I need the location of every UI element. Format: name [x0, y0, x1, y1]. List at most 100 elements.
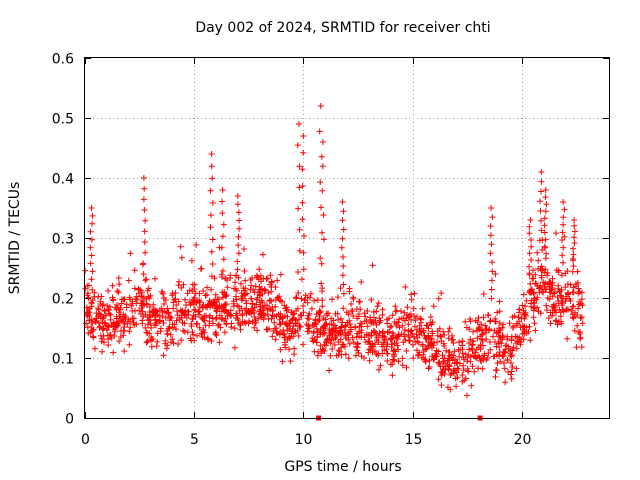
data-point	[526, 263, 533, 270]
data-point	[248, 282, 255, 289]
data-point	[426, 364, 433, 370]
data-point	[145, 321, 151, 328]
data-point	[236, 225, 243, 232]
data-point	[280, 327, 287, 334]
data-point	[575, 305, 581, 312]
data-point	[93, 310, 100, 317]
data-point	[300, 309, 307, 316]
data-point	[487, 232, 494, 239]
data-point	[320, 212, 327, 218]
data-point	[277, 310, 284, 317]
data-point	[423, 336, 430, 342]
data-point	[574, 322, 581, 329]
data-point	[209, 236, 216, 243]
data-point	[132, 295, 139, 302]
data-point	[208, 273, 215, 280]
data-point	[178, 337, 185, 344]
data-point	[209, 175, 216, 182]
data-point	[577, 315, 584, 321]
data-point	[448, 337, 455, 343]
data-point	[99, 348, 106, 355]
data-point	[310, 322, 317, 328]
y-tick-label: 0.2	[52, 292, 74, 308]
data-point	[411, 313, 418, 320]
data-point	[239, 318, 246, 325]
data-point	[89, 320, 96, 326]
data-point	[311, 336, 318, 343]
data-point	[403, 348, 410, 354]
data-point	[509, 314, 516, 321]
data-point	[485, 350, 492, 357]
data-point	[318, 280, 325, 287]
data-point	[89, 297, 96, 304]
data-point	[208, 338, 215, 344]
data-point	[339, 235, 346, 242]
data-point	[144, 287, 151, 294]
data-point	[530, 305, 537, 312]
data-point	[269, 333, 276, 340]
data-point	[227, 307, 234, 314]
data-point	[335, 347, 342, 354]
data-point	[366, 357, 373, 364]
data-point	[340, 305, 347, 312]
data-point	[185, 308, 192, 315]
data-point	[146, 304, 153, 310]
data-point	[150, 301, 157, 308]
data-point	[384, 350, 390, 357]
data-point	[522, 313, 529, 319]
data-point	[329, 328, 336, 335]
data-point	[104, 327, 110, 333]
data-point	[549, 312, 556, 319]
data-point	[88, 324, 95, 330]
data-point	[520, 336, 527, 343]
data-point	[197, 299, 203, 306]
data-point	[539, 288, 545, 295]
data-point	[507, 352, 514, 359]
data-point	[528, 243, 535, 250]
data-point	[355, 328, 362, 335]
data-point	[471, 352, 478, 359]
data-point	[469, 348, 476, 354]
data-point	[234, 312, 241, 319]
data-point	[361, 355, 368, 361]
data-point	[434, 339, 441, 345]
data-point	[289, 326, 296, 332]
data-point	[542, 194, 549, 201]
data-point	[530, 267, 537, 274]
data-point	[235, 317, 242, 323]
data-point	[487, 346, 494, 353]
data-point	[395, 358, 402, 365]
data-point	[208, 163, 215, 170]
data-point	[464, 358, 471, 364]
x-tick-label: 15	[405, 432, 423, 448]
data-point	[534, 304, 541, 311]
data-point	[234, 266, 241, 273]
data-point	[446, 325, 453, 332]
data-point	[317, 103, 324, 109]
data-point	[308, 305, 315, 312]
data-point	[345, 355, 352, 362]
data-point	[305, 325, 312, 332]
data-point	[393, 320, 400, 327]
data-point	[260, 305, 267, 311]
data-point	[557, 292, 564, 299]
data-point	[156, 318, 163, 325]
data-point	[408, 311, 414, 318]
data-point	[350, 339, 357, 346]
data-point	[571, 228, 578, 235]
data-point	[296, 322, 303, 329]
data-point	[137, 311, 144, 317]
data-point	[204, 284, 210, 291]
data-point	[162, 297, 169, 303]
data-point	[194, 332, 201, 339]
data-point	[100, 301, 107, 308]
data-point	[575, 290, 582, 297]
data-point	[131, 285, 138, 292]
data-point	[235, 242, 242, 249]
data-point	[236, 217, 243, 224]
data-point	[492, 271, 499, 278]
data-point	[256, 291, 263, 298]
data-point	[160, 320, 167, 326]
data-point	[320, 236, 327, 243]
data-point	[263, 302, 270, 309]
